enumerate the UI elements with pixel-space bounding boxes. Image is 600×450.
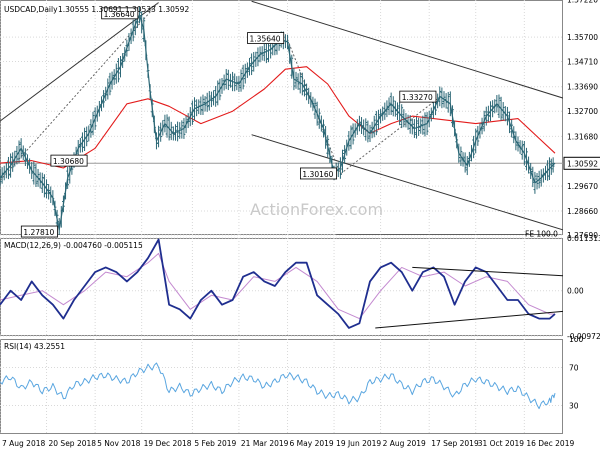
trend-line xyxy=(251,134,563,231)
annotation-label: 1.27810 xyxy=(23,228,54,237)
annotation-box xyxy=(50,154,88,167)
price-axis-tick: 1.37220 xyxy=(567,0,598,5)
macd-trend-line xyxy=(375,310,563,329)
x-axis-label: 20 Sep 2018 xyxy=(49,439,97,448)
macd-signal-line xyxy=(0,252,555,320)
moving-average-line xyxy=(0,66,556,169)
annotation-label: 1.33270 xyxy=(402,93,433,102)
watermark: ActionForex.com xyxy=(250,200,383,219)
annotation-box xyxy=(247,32,285,44)
macd-line xyxy=(0,238,556,329)
x-axis-label: 6 May 2019 xyxy=(290,439,334,448)
price-line xyxy=(0,14,556,231)
annotation-label: 1.36640 xyxy=(104,10,135,19)
annotation-box xyxy=(20,225,58,238)
x-axis-label: 31 Oct 2019 xyxy=(478,439,525,448)
projection-dashed-line xyxy=(340,96,441,175)
pane-frame-2 xyxy=(0,339,563,434)
x-axis-label: 2 Aug 2019 xyxy=(383,439,426,448)
annotation-box xyxy=(101,7,139,20)
rsi-axis-tick: 30 xyxy=(569,402,579,411)
price-axis-tick: 1.31680 xyxy=(567,132,598,141)
annotation-box xyxy=(399,90,437,103)
trend-line xyxy=(251,0,563,99)
macd-plot xyxy=(0,238,563,329)
main-title: USDCAD,Daily xyxy=(4,5,58,14)
price-axis-tick: 1.27690 xyxy=(567,231,598,240)
annotation-label: 1.30680 xyxy=(53,157,84,166)
annotation-label: 1.35640 xyxy=(250,35,281,44)
price-axis-tick: 1.34710 xyxy=(567,58,598,67)
annotation-box xyxy=(299,167,337,180)
macd-axis-tick: 0.00 xyxy=(567,287,584,296)
rsi-title: RSI(14) 43.2551 xyxy=(4,342,65,351)
x-axis-label: 17 Sep 2019 xyxy=(431,439,479,448)
ohlc-readout: 1.30555 1.30691 1.30533 1.30592 xyxy=(58,5,189,14)
macd-title: MACD(12,26,9) -0.004760 -0.005115 xyxy=(4,241,143,250)
rsi-plot xyxy=(0,362,556,410)
macd-trend-line xyxy=(412,266,563,277)
trend-line xyxy=(0,2,159,122)
x-axis-label: 21 Mar 2019 xyxy=(241,439,289,448)
price-axis-tick: 1.32700 xyxy=(567,107,598,116)
price-axis-tick: 1.33690 xyxy=(567,83,598,92)
x-axis-label: 19 Dec 2018 xyxy=(144,439,192,448)
current-price-box xyxy=(563,156,600,170)
price-axis-tick: 1.29670 xyxy=(567,182,598,191)
annotation-label: FE 100.0 xyxy=(525,230,558,239)
x-axis-label: 5 Feb 2019 xyxy=(194,439,236,448)
rsi-axis-tick: 100 xyxy=(569,335,584,344)
rsi-axis-tick: 70 xyxy=(569,364,579,373)
pane-frame-0 xyxy=(0,0,563,235)
rsi-line xyxy=(0,362,556,410)
annotation-label: 1.30160 xyxy=(302,170,333,179)
macd-axis-tick: 0.011313 xyxy=(567,234,600,243)
x-axis-label: 19 Jun 2019 xyxy=(336,439,381,448)
macd-axis-tick: -0.009729 xyxy=(567,332,600,341)
x-axis-label: 16 Dec 2019 xyxy=(526,439,574,448)
price-axis-tick: 1.30592 xyxy=(567,159,598,168)
price-axis-tick: 1.35700 xyxy=(567,33,598,42)
x-axis-label: 5 Nov 2018 xyxy=(97,439,140,448)
x-axis-label: 7 Aug 2018 xyxy=(2,439,45,448)
price-axis-tick: 1.28660 xyxy=(567,207,598,216)
